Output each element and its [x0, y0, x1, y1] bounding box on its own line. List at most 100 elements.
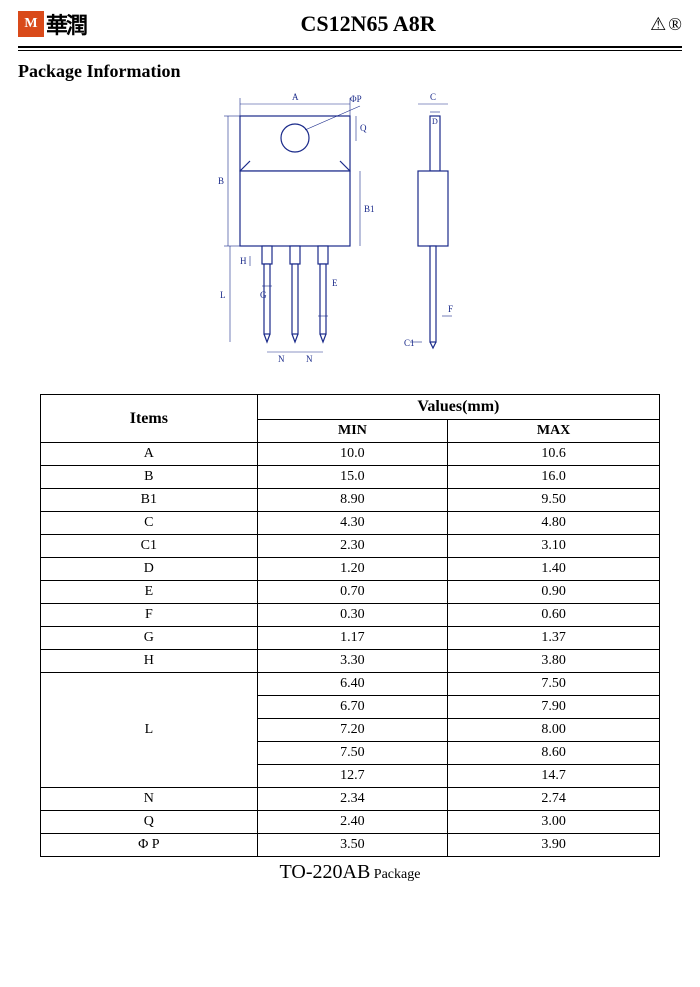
table-cell: N	[41, 788, 258, 811]
table-cell: 10.6	[448, 443, 660, 466]
table-row: Φ P3.503.90	[41, 834, 660, 857]
table-row: Q2.403.00	[41, 811, 660, 834]
caption-small: Package	[370, 867, 420, 882]
table-cell: Φ P	[41, 834, 258, 857]
col-values: Values(mm)	[257, 395, 659, 420]
svg-text:B1: B1	[364, 204, 375, 214]
svg-text:D: D	[432, 117, 438, 126]
svg-text:H: H	[240, 256, 247, 266]
table-cell: 8.00	[448, 719, 660, 742]
table-cell: A	[41, 443, 258, 466]
section-title: Package Information	[0, 51, 700, 86]
table-cell: 7.20	[257, 719, 447, 742]
table-cell: 4.30	[257, 512, 447, 535]
logo-cn-text: 華潤	[46, 8, 86, 40]
table-cell: B	[41, 466, 258, 489]
svg-text:F: F	[448, 304, 453, 314]
logo-mark: M	[18, 11, 44, 37]
logo-left: M 華潤	[18, 8, 86, 40]
table-cell: 15.0	[257, 466, 447, 489]
table-row: F0.300.60	[41, 604, 660, 627]
svg-text:C: C	[430, 92, 436, 102]
table-row: E0.700.90	[41, 581, 660, 604]
cert-icon: ⚠	[650, 14, 666, 35]
svg-text:G: G	[260, 290, 267, 300]
svg-text:N: N	[306, 354, 313, 364]
table-cell: E	[41, 581, 258, 604]
table-cell: F	[41, 604, 258, 627]
table-cell: 3.30	[257, 650, 447, 673]
table-cell: C1	[41, 535, 258, 558]
table-cell: 1.17	[257, 627, 447, 650]
table-row: N2.342.74	[41, 788, 660, 811]
svg-text:Q: Q	[360, 123, 367, 133]
dimensions-table-wrap: Items Values(mm) MIN MAX A10.010.6B15.01…	[0, 394, 700, 857]
registered-icon: ®	[668, 14, 682, 35]
table-cell: 16.0	[448, 466, 660, 489]
part-number: CS12N65 A8R	[301, 11, 436, 37]
table-cell: 3.50	[257, 834, 447, 857]
table-cell: 1.40	[448, 558, 660, 581]
table-cell: 1.37	[448, 627, 660, 650]
page-header: M 華潤 CS12N65 A8R ⚠ ®	[0, 0, 700, 44]
table-cell: 0.90	[448, 581, 660, 604]
table-row: L6.407.50	[41, 673, 660, 696]
table-cell: 1.20	[257, 558, 447, 581]
table-cell: C	[41, 512, 258, 535]
table-row: B18.909.50	[41, 489, 660, 512]
table-cell: 0.30	[257, 604, 447, 627]
table-cell: D	[41, 558, 258, 581]
svg-text:B: B	[218, 176, 224, 186]
package-svg: A ΦP Q B B1 H L G E	[200, 86, 500, 376]
table-row: G1.171.37	[41, 627, 660, 650]
table-cell: L	[41, 673, 258, 788]
svg-text:N: N	[278, 354, 285, 364]
svg-text:C1: C1	[404, 338, 415, 348]
table-cell: 8.60	[448, 742, 660, 765]
table-cell: 14.7	[448, 765, 660, 788]
table-cell: B1	[41, 489, 258, 512]
table-row: C4.304.80	[41, 512, 660, 535]
table-cell: 3.10	[448, 535, 660, 558]
table-cell: 7.50	[448, 673, 660, 696]
svg-text:A: A	[292, 92, 299, 102]
caption-main: TO-220AB	[280, 861, 371, 883]
table-cell: 3.00	[448, 811, 660, 834]
table-cell: 9.50	[448, 489, 660, 512]
table-row: H3.303.80	[41, 650, 660, 673]
table-cell: 10.0	[257, 443, 447, 466]
svg-text:L: L	[220, 290, 226, 300]
table-cell: 0.70	[257, 581, 447, 604]
table-row: B15.016.0	[41, 466, 660, 489]
table-cell: 3.90	[448, 834, 660, 857]
table-cell: 2.40	[257, 811, 447, 834]
logo-right: ⚠ ®	[650, 14, 682, 35]
table-row: A10.010.6	[41, 443, 660, 466]
table-cell: Q	[41, 811, 258, 834]
table-row: C12.303.10	[41, 535, 660, 558]
table-cell: 6.70	[257, 696, 447, 719]
col-max: MAX	[448, 420, 660, 443]
table-cell: 7.50	[257, 742, 447, 765]
table-cell: 4.80	[448, 512, 660, 535]
table-row: D1.201.40	[41, 558, 660, 581]
table-cell: 12.7	[257, 765, 447, 788]
table-cell: 8.90	[257, 489, 447, 512]
svg-text:E: E	[332, 278, 338, 288]
table-cell: 0.60	[448, 604, 660, 627]
table-cell: 2.34	[257, 788, 447, 811]
table-cell: 2.74	[448, 788, 660, 811]
package-diagram: A ΦP Q B B1 H L G E	[0, 86, 700, 394]
table-cell: 3.80	[448, 650, 660, 673]
table-body: A10.010.6B15.016.0B18.909.50C4.304.80C12…	[41, 443, 660, 857]
table-cell: 7.90	[448, 696, 660, 719]
col-items: Items	[41, 395, 258, 443]
table-cell: 6.40	[257, 673, 447, 696]
table-cell: G	[41, 627, 258, 650]
col-min: MIN	[257, 420, 447, 443]
table-cell: 2.30	[257, 535, 447, 558]
package-caption: TO-220AB Package	[0, 857, 700, 884]
svg-text:ΦP: ΦP	[350, 94, 362, 104]
dimensions-table: Items Values(mm) MIN MAX A10.010.6B15.01…	[40, 394, 660, 857]
table-cell: H	[41, 650, 258, 673]
